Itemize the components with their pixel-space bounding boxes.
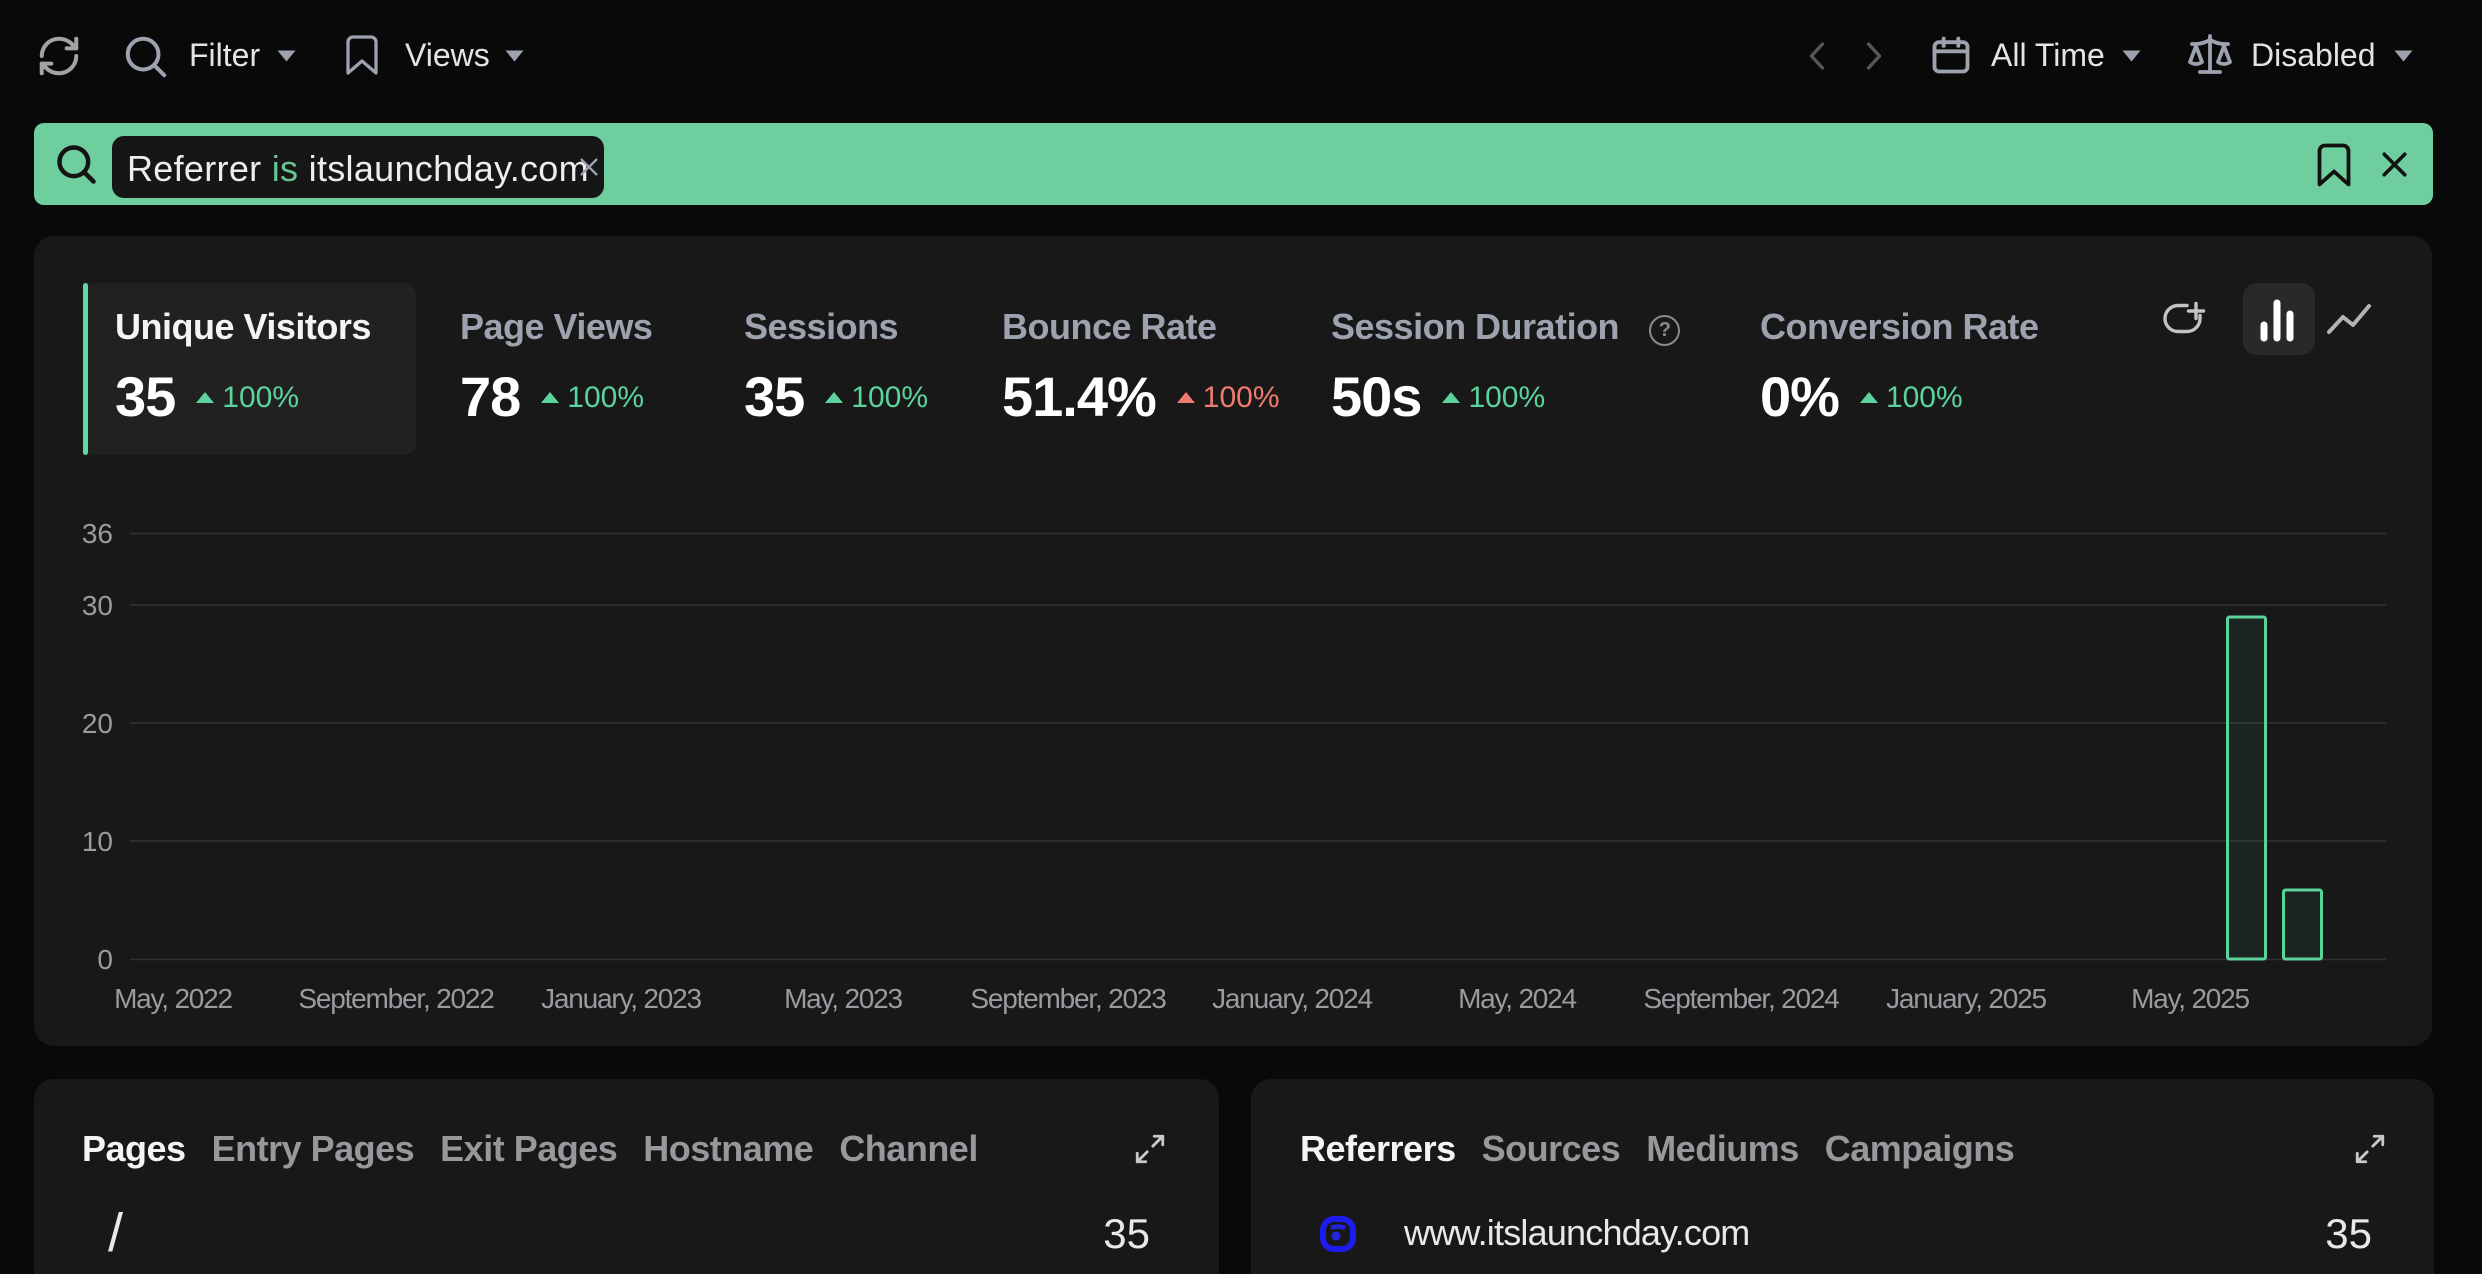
svg-text:10: 10 bbox=[82, 826, 113, 857]
svg-text:36: 36 bbox=[82, 518, 113, 549]
svg-text:May, 2022: May, 2022 bbox=[114, 983, 232, 1014]
svg-text:May, 2023: May, 2023 bbox=[784, 983, 902, 1014]
svg-text:September, 2023: September, 2023 bbox=[970, 983, 1166, 1014]
svg-text:January, 2023: January, 2023 bbox=[541, 983, 701, 1014]
svg-text:30: 30 bbox=[82, 590, 113, 621]
svg-text:20: 20 bbox=[82, 708, 113, 739]
svg-text:0: 0 bbox=[97, 944, 113, 975]
svg-text:September, 2024: September, 2024 bbox=[1643, 983, 1839, 1014]
svg-text:May, 2024: May, 2024 bbox=[1458, 983, 1576, 1014]
svg-text:January, 2024: January, 2024 bbox=[1212, 983, 1372, 1014]
svg-text:September, 2022: September, 2022 bbox=[298, 983, 494, 1014]
svg-text:January, 2025: January, 2025 bbox=[1886, 983, 2046, 1014]
svg-text:May, 2025: May, 2025 bbox=[2131, 983, 2249, 1014]
